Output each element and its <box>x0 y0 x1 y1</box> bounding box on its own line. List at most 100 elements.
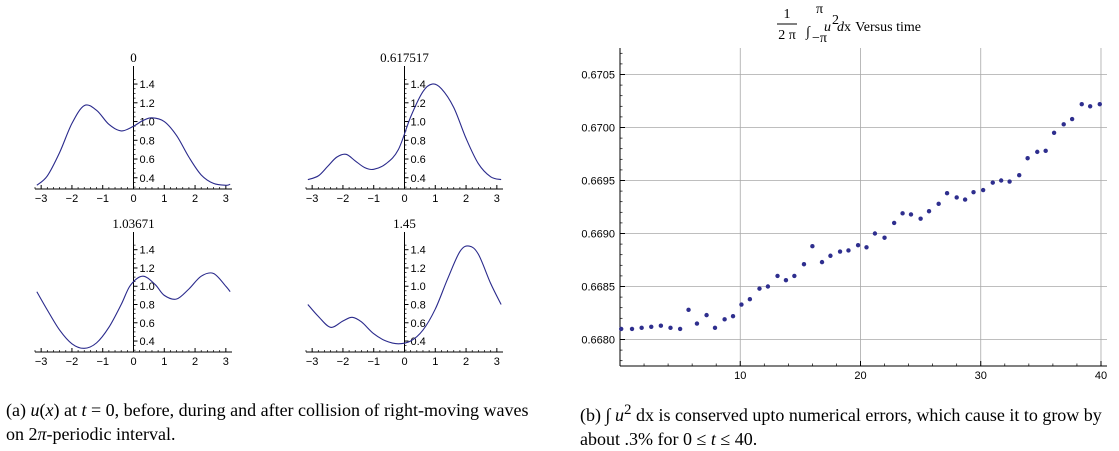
y-tick-label: 1.4 <box>140 245 155 257</box>
data-point <box>1025 156 1030 161</box>
x-tick-label: 0 <box>401 193 407 205</box>
title-integrand: u <box>824 20 831 35</box>
data-point <box>944 191 950 196</box>
y-tick-label: 0.6685 <box>581 282 615 294</box>
y-tick-label: 0.8 <box>411 300 426 312</box>
data-point <box>998 178 1004 183</box>
x-tick-label: 0 <box>130 193 136 205</box>
series-line <box>36 104 231 186</box>
caption-a-at: ) at <box>53 400 82 420</box>
y-tick-label: 0.6 <box>411 154 426 166</box>
caption-a-end: -periodic interval. <box>46 424 176 444</box>
data-point <box>783 277 789 283</box>
title-fraction-denominator: 2 π <box>778 28 796 43</box>
title-exponent: 2 <box>832 13 839 28</box>
caption-b-end: ≤ 40. <box>715 429 758 449</box>
data-point <box>1079 101 1084 107</box>
data-point <box>918 216 923 221</box>
y-tick-label: 0.4 <box>411 173 426 185</box>
caption-b-integral: ∫ <box>605 405 611 425</box>
title-suffix: Versus time <box>852 20 921 35</box>
data-point <box>1043 148 1048 154</box>
caption-a-prefix: (a) <box>6 400 31 420</box>
panel-title: 1.03671 <box>112 216 154 231</box>
y-tick-label: 0.6695 <box>581 176 615 188</box>
x-tick-label: 1 <box>161 193 167 205</box>
x-tick-label: 3 <box>223 356 229 368</box>
data-point <box>926 209 932 214</box>
caption-b-dx: dx <box>631 405 654 425</box>
series-line <box>307 245 502 345</box>
y-tick-label: 0.6690 <box>581 229 615 241</box>
data-points <box>619 101 1102 332</box>
data-point <box>730 313 736 319</box>
data-point <box>828 253 833 258</box>
data-point <box>686 307 691 313</box>
data-point <box>1087 104 1093 109</box>
title-dx: dx <box>837 20 851 35</box>
caption-a-t: t <box>81 400 87 420</box>
data-point <box>1097 101 1102 107</box>
y-tick-label: 0.8 <box>411 135 426 147</box>
data-point <box>1051 130 1057 135</box>
y-tick-label: 1.0 <box>140 117 155 129</box>
y-tick-label: 1.4 <box>411 245 426 257</box>
conservation-chart: 10 20 30 40 0.6680 0.6685 0.6690 0.6695 0.6700 0.… <box>581 2 1107 382</box>
title-integral-lower: −π <box>812 31 827 46</box>
x-tick-label: 40 <box>1095 370 1107 382</box>
y-tick-label: 1.4 <box>140 79 155 91</box>
data-point <box>722 317 727 322</box>
y-tick-label: 1.2 <box>411 98 426 110</box>
panel-title: 0 <box>130 50 137 65</box>
panel-title: 1.45 <box>393 216 416 231</box>
data-point <box>775 273 780 279</box>
x-tick-label: −3 <box>306 193 319 205</box>
data-point <box>639 325 644 331</box>
caption-a-x: x <box>45 400 54 420</box>
x-tick-label: 30 <box>975 370 987 382</box>
caption-b-body: is conserved upto numerical errors, whic… <box>580 405 1102 449</box>
series-line <box>307 83 502 181</box>
y-tick-label: 0.8 <box>140 135 155 147</box>
title-integrand-var: u <box>824 20 831 35</box>
panel-t145: 1.45 −3 −2 −1 0 1 2 3 0.4 0.6 0.8 1.0 1.2 1.4 <box>305 216 503 368</box>
data-point <box>882 235 887 240</box>
data-point <box>694 321 700 326</box>
panel-t103671: 1.03671 −3 −2 −1 0 1 2 3 0.4 0.6 0.8 1.0 1.2 1.4 <box>34 216 232 368</box>
caption-b-prefix: (b) <box>580 405 606 425</box>
data-point <box>629 326 635 332</box>
data-point <box>908 212 914 217</box>
y-tick-label: 0.4 <box>411 336 426 348</box>
data-point <box>619 326 624 332</box>
y-tick-label: 0.6 <box>140 154 155 166</box>
title-x: x <box>844 20 851 35</box>
data-point <box>801 262 807 267</box>
y-tick-label: 0.8 <box>140 300 155 312</box>
panel-t0: 0 −3 −2 −1 0 1 2 3 0.4 0.6 0.8 1.0 1.2 1.4 <box>34 50 232 205</box>
y-tick-label: 0.4 <box>140 173 155 185</box>
data-point <box>990 180 995 185</box>
caption-b-u: u <box>614 405 624 425</box>
data-point <box>980 187 986 193</box>
data-point <box>712 325 718 331</box>
y-tick-label: 1.2 <box>140 98 155 110</box>
y-tick-label: 1.0 <box>140 281 155 293</box>
data-point <box>954 195 959 200</box>
y-tick-label: 0.6 <box>411 318 426 330</box>
data-point <box>891 220 897 226</box>
data-point <box>846 248 851 253</box>
x-tick-label: 1 <box>432 193 438 205</box>
y-tick-label: 0.4 <box>140 336 155 348</box>
data-point <box>649 324 654 329</box>
data-point <box>765 284 771 289</box>
data-point <box>855 242 861 248</box>
data-point <box>837 249 843 254</box>
x-tick-label: 1 <box>432 356 438 368</box>
data-point <box>1017 173 1022 178</box>
x-tick-label: 20 <box>854 370 866 382</box>
y-tick-label: 0.6680 <box>581 335 615 347</box>
x-tick-label: −1 <box>96 193 109 205</box>
y-tick-label: 1.4 <box>411 79 426 91</box>
x-tick-label: −3 <box>35 193 48 205</box>
